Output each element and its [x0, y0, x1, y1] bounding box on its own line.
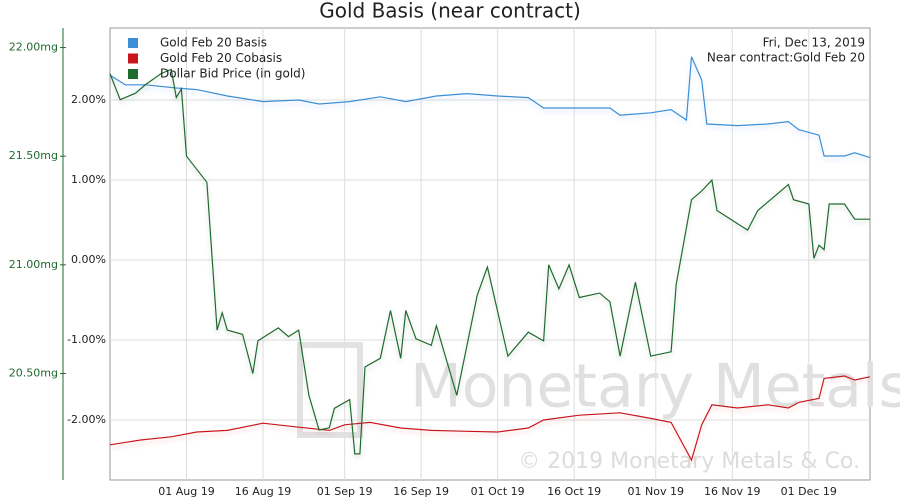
legend-label: Gold Feb 20 Basis: [160, 36, 267, 50]
x-tick-label: 16 Oct 19: [547, 485, 601, 498]
legend-label: Gold Feb 20 Cobasis: [160, 51, 282, 65]
x-tick-label: 16 Aug 19: [235, 485, 291, 498]
chart-title: Gold Basis (near contract): [319, 0, 581, 23]
series-line: [109, 68, 870, 455]
x-tick-label: 01 Oct 19: [471, 485, 525, 498]
x-tick-label: 01 Sep 19: [317, 485, 373, 498]
x-tick-label: 16 Sep 19: [393, 485, 449, 498]
grid: [110, 28, 870, 480]
copyright: © 2019 Monetary Metals & Co.: [518, 449, 860, 474]
y-tick-label: 21.00mg: [9, 258, 58, 271]
annotation: Fri, Dec 13, 2019: [763, 36, 865, 50]
y2-tick-label: 1.00%: [71, 173, 106, 186]
y-tick-label: 20.50mg: [9, 367, 58, 380]
watermark-text: Monetary Metals: [410, 352, 900, 422]
plot-area: [109, 27, 871, 481]
watermark: Monetary Metals © 2019 Monetary Metals &…: [297, 342, 900, 474]
series-line: [109, 56, 871, 159]
y2-tick-label: -2.00%: [67, 413, 106, 426]
y2-tick-label: 2.00%: [71, 93, 106, 106]
watermark-logo: [297, 342, 363, 438]
series-line: [109, 375, 871, 462]
annotation: Near contract:Gold Feb 20: [707, 51, 865, 65]
y2-tick-label: 0.00%: [71, 253, 106, 266]
y-tick-label: 21.50mg: [9, 149, 58, 162]
x-tick-label: 16 Nov 19: [704, 485, 760, 498]
x-tick-label: 01 Dec 19: [781, 485, 837, 498]
y-tick-label: 22.00mg: [9, 41, 58, 54]
legend-swatch: [128, 53, 138, 64]
legend-swatch: [128, 38, 138, 48]
x-tick-label: 01 Nov 19: [628, 485, 684, 498]
x-tick-label: 01 Aug 19: [158, 485, 214, 498]
legend-label: Dollar Bid Price (in gold): [160, 67, 305, 81]
legend-swatch: [128, 69, 138, 79]
y2-tick-label: -1.00%: [67, 333, 106, 346]
